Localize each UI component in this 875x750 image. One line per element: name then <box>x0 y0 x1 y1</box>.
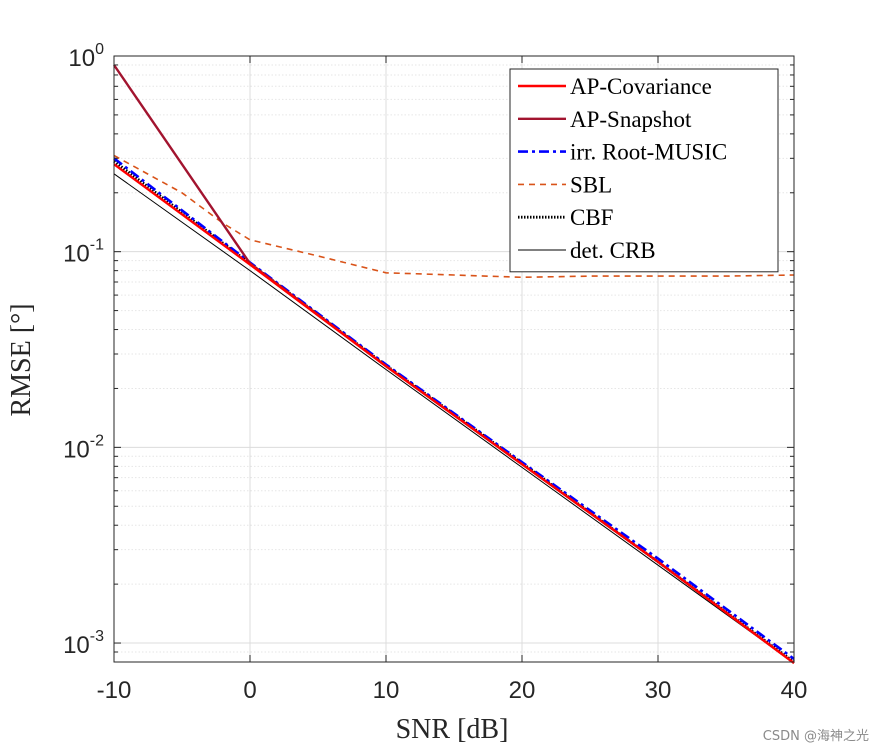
legend-label-irr-root-music: irr. Root-MUSIC <box>570 140 727 165</box>
x-tick-label: 40 <box>781 677 808 704</box>
series-line-det-crb <box>113 173 795 664</box>
x-tick-labels: -10 0 10 20 30 40 <box>97 677 808 704</box>
y-tick-label: 10-3 <box>63 628 104 659</box>
y-tick-labels: 100 10-1 10-2 10-3 <box>63 41 104 659</box>
axes-box <box>113 55 795 663</box>
plot-area <box>113 64 795 665</box>
x-axis-label: SNR [dB] <box>396 714 509 745</box>
legend-box <box>509 68 779 273</box>
legend-label-cbf: CBF <box>570 205 613 230</box>
series-line-ap-covariance <box>113 163 795 665</box>
x-tick-label: 20 <box>509 677 536 704</box>
legend: AP-Covariance AP-Snapshot irr. Root-MUSIC S… <box>509 68 779 273</box>
y-axis-label: RMSE [°] <box>6 303 37 416</box>
y-tick-label: 10-1 <box>63 237 104 268</box>
watermark: CSDN @海神之光 <box>762 729 869 744</box>
x-tick-label: 30 <box>645 677 672 704</box>
legend-label-sbl: SBL <box>570 172 612 197</box>
x-tick-label: -10 <box>97 677 132 704</box>
series-line-sbl <box>113 154 795 279</box>
series-line-irr-root-music <box>113 157 795 660</box>
y-tick-label: 100 <box>68 41 104 72</box>
y-tick-label: 10-2 <box>63 432 104 463</box>
legend-label-ap-snapshot: AP-Snapshot <box>570 107 692 132</box>
legend-label-det-crb: det. CRB <box>570 238 656 263</box>
x-tick-label: 0 <box>243 677 256 704</box>
legend-label-ap-covariance: AP-Covariance <box>570 74 712 99</box>
axis-ticks <box>113 55 795 663</box>
x-tick-label: 10 <box>373 677 400 704</box>
